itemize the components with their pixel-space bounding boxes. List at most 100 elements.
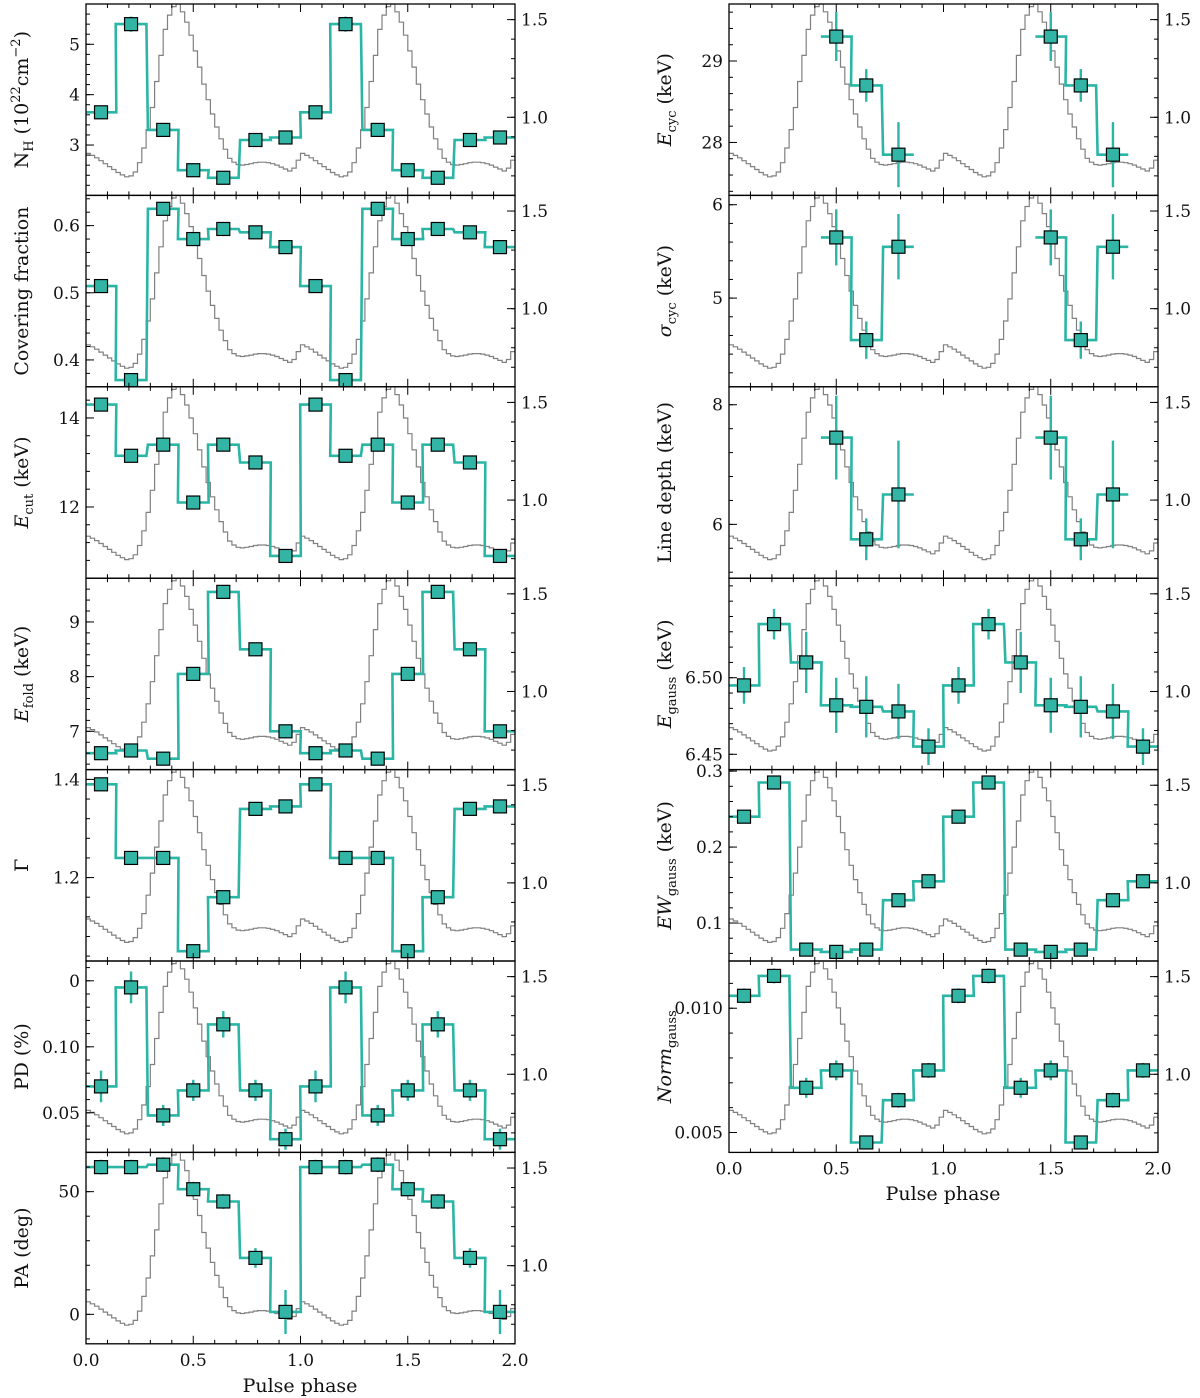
data-point-pd-4 [216,1017,231,1032]
data-point-ewgauss-0 [736,809,752,824]
data-point-pd-1 [123,980,139,995]
x-axis-label-left: Pulse phase [243,1375,358,1397]
right-y-tick-label-efold: 1.0 [521,682,548,702]
y-tick-label-ewgauss: 0.2 [696,838,723,858]
data-point-gamma-4 [216,890,231,905]
data-point-pd-7 [308,1079,323,1094]
y-tick-label-cf: 0.4 [53,351,80,371]
data-point-egauss-2 [799,655,814,670]
data-point-pa-4 [216,1194,231,1209]
data-point-egauss-6 [921,739,936,754]
data-point-egauss-9 [1013,655,1028,670]
right-y-tick-label-ecut: 1.5 [521,393,548,413]
data-point-egauss-11 [1073,699,1088,714]
y-tick-label-ecyc: 29 [701,52,723,72]
data-point-ewgauss-9 [1013,942,1028,957]
panel-ewgauss: 0.1 0.2 0.3 1.0 1.5 EWgauss (keV) [654,762,1191,962]
pulse-profile-line-cf [86,195,515,369]
data-point-pa-1 [123,1160,139,1175]
data-point-nh-3 [186,163,201,178]
x-tick-label-norm: 1.5 [1037,1159,1064,1179]
right-y-tick-label-depth: 1.0 [1164,491,1191,511]
pulse-profile-line-depth [729,386,1158,561]
data-point-pd-11 [430,1017,445,1032]
x-axis-label-right: Pulse phase [886,1183,1001,1205]
y-tick-label-pa: 0 [69,1305,80,1325]
data-point-ecut-0 [93,397,109,412]
data-point-sigma-0 [829,230,844,245]
y-tick-label-pd: 0.10 [42,1038,80,1058]
data-point-ewgauss-8 [981,775,996,790]
data-point-efold-9 [370,751,385,766]
right-y-tick-label-pa: 1.0 [521,1257,548,1277]
data-point-ewgauss-6 [921,874,936,889]
data-point-pa-11 [430,1194,445,1209]
data-point-depth-1 [859,532,874,547]
data-point-cf-3 [186,231,201,247]
panel-ecyc: 28 29 1.0 1.5 Ecyc (keV) [654,3,1191,197]
data-point-norm-3 [829,1063,844,1078]
data-point-nh-2 [156,122,171,138]
x-tick-label-pa: 0.5 [180,1351,207,1371]
data-point-egauss-13 [1135,739,1151,754]
data-point-ewgauss-1 [766,775,782,790]
x-tick-label-pa: 1.5 [394,1351,421,1371]
data-point-pa-6 [278,1304,293,1320]
panel-frame-depth [728,386,1159,579]
data-point-cf-6 [278,240,293,255]
y-tick-label-pd: 0.05 [42,1104,80,1124]
data-point-efold-4 [216,584,231,599]
y-tick-label-egauss: 6.45 [685,745,723,765]
parameter-step-line-efold [86,590,515,760]
panel-frame-ecyc [728,3,1159,197]
y-tick-label-gamma: 1.2 [53,869,80,889]
data-point-norm-1 [766,968,782,984]
parameter-step-line-pd [86,986,515,1141]
right-y-tick-label-nh: 1.5 [521,11,548,31]
y-axis-label-depth: Line depth (keV) [654,402,676,563]
data-point-ecyc-1 [859,78,874,93]
right-y-tick-label-ecyc: 1.5 [1164,11,1191,31]
right-y-tick-label-depth: 1.5 [1164,393,1191,413]
right-y-tick-label-cf: 1.5 [521,202,548,222]
y-tick-label-cf: 0.5 [53,284,80,304]
data-point-norm-0 [736,988,752,1003]
data-point-ecyc-3 [1043,29,1058,44]
data-point-pa-7 [308,1160,323,1175]
data-point-ewgauss-12 [1105,893,1121,908]
data-point-egauss-5 [891,704,906,719]
right-y-tick-label-ewgauss: 1.5 [1164,776,1191,796]
y-tick-label-pd: 0 [69,972,80,992]
right-y-tick-label-egauss: 1.5 [1164,585,1191,605]
data-point-ecut-13 [492,548,508,564]
data-point-gamma-13 [492,799,508,814]
data-point-ewgauss-7 [951,809,966,824]
right-y-tick-label-ewgauss: 1.0 [1164,874,1191,894]
y-tick-label-depth: 8 [712,396,723,416]
data-point-gamma-8 [338,850,353,866]
pulse-profile-line-ecyc [729,4,1158,178]
data-point-pa-8 [338,1160,353,1175]
data-point-pa-13 [492,1304,508,1320]
data-point-ewgauss-13 [1135,874,1151,889]
right-y-tick-label-gamma: 1.5 [521,776,548,796]
y-tick-label-ewgauss: 0.1 [696,914,723,934]
panel-sigma: 5 6 1.0 1.5 σcyc (keV) [654,194,1191,388]
data-point-ecut-9 [370,437,385,452]
panel-pd: 0.05 0.10 0 1.0 1.5 PD (%) [11,960,548,1154]
data-point-ecut-8 [338,448,353,463]
data-point-gamma-2 [156,850,171,866]
y-axis-label-ecut: Ecut (keV) [11,436,37,529]
data-point-ewgauss-2 [799,942,814,957]
x-tick-label-pa: 0.0 [72,1351,99,1371]
data-point-ecyc-4 [1073,78,1088,93]
data-point-cf-13 [492,240,508,255]
data-point-nh-12 [462,132,478,148]
data-point-sigma-5 [1105,239,1121,254]
panel-pa: 0 50 1.0 1.5 PA (deg) 0.0 0.5 1.0 1.5 2.0 [11,1151,548,1371]
data-point-pd-0 [93,1079,109,1094]
data-point-cf-8 [338,372,353,388]
y-tick-label-efold: 8 [69,668,80,688]
data-point-norm-11 [1073,1135,1088,1150]
